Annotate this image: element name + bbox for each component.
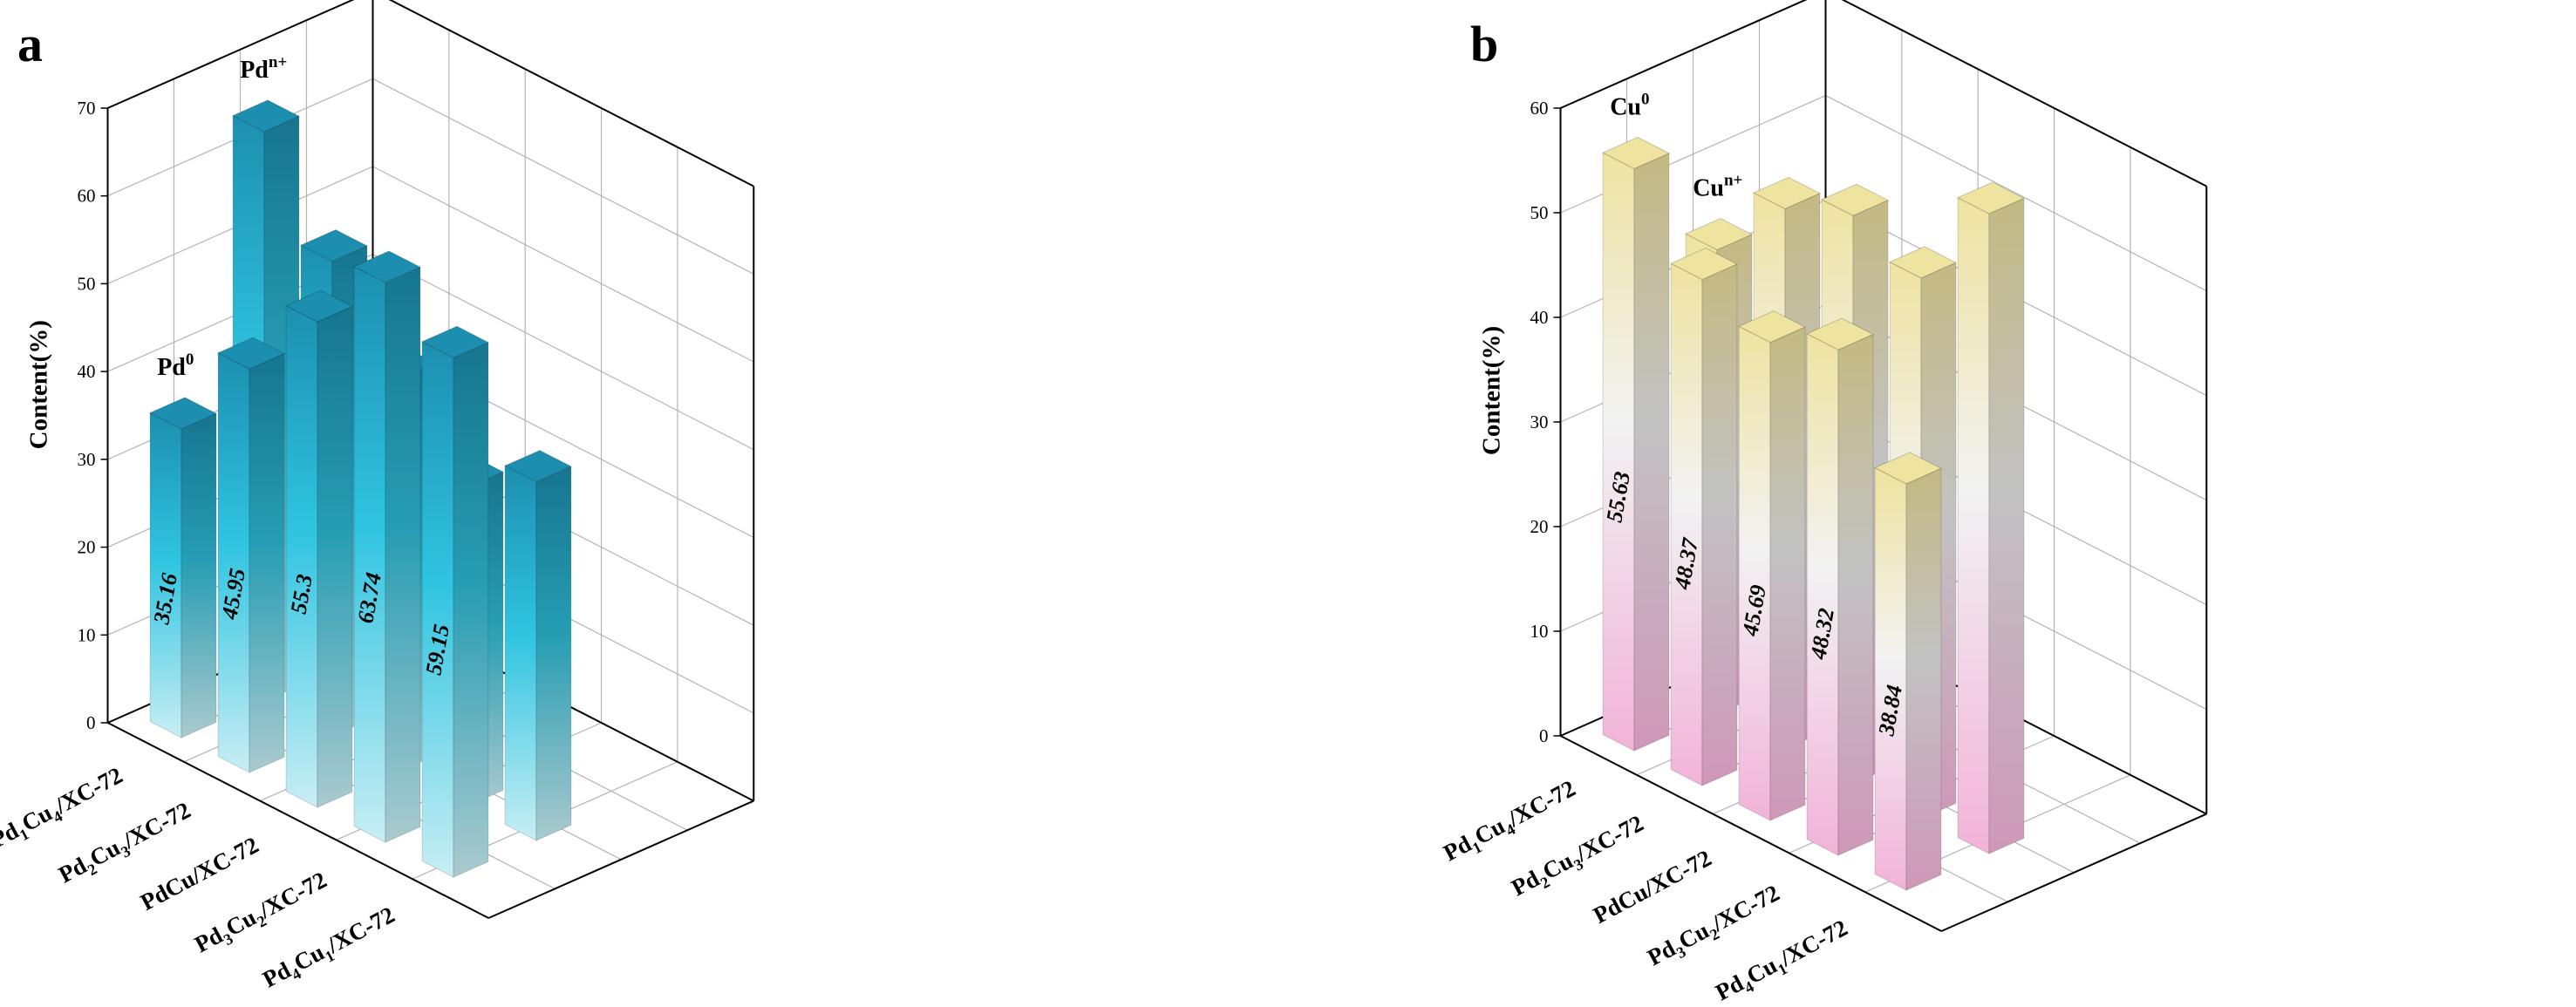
bar-front-face (1806, 332, 1839, 856)
category-label: PdCu/XC-72 (1589, 845, 1715, 929)
y-tick-label: 10 (1530, 621, 1549, 642)
bar-Pd0-0: 35.16 (148, 397, 218, 738)
bar-top-face (1601, 136, 1671, 170)
bar-front-face (421, 341, 454, 878)
bar-side-face (1905, 467, 1942, 891)
bar-Pd0-3: 63.74 (352, 250, 422, 843)
bar-top-face (1737, 310, 1807, 344)
bar-top-face (1873, 452, 1943, 485)
y-tick-label: 60 (1530, 98, 1549, 119)
bar-side-face (1701, 263, 1738, 786)
axis-line (1560, 0, 1808, 109)
bar-Pdn+-4 (503, 450, 573, 841)
bar-top-face (148, 397, 218, 430)
bar-Cu0-3: 48.32 (1805, 317, 1875, 856)
bar-Cu0-4: 38.84 (1873, 452, 1943, 891)
grid-line (107, 166, 754, 363)
bar-Cu0-2: 45.69 (1737, 310, 1807, 821)
bar-front-face (1670, 262, 1703, 786)
bar-front-face (1602, 152, 1635, 752)
y-tick-label: 10 (78, 624, 96, 645)
bar-side-face (453, 341, 489, 878)
y-tick-label: 50 (78, 273, 96, 294)
category-label: PdCu/XC-72 (136, 832, 262, 915)
y-tick-label: 30 (1530, 412, 1549, 432)
panel-letter: b (1470, 16, 1498, 72)
bar-front-face (1738, 325, 1771, 821)
y-axis-title: Content(%) (25, 320, 53, 449)
bar-top-face (420, 325, 490, 358)
bar-Cun+-4 (1956, 181, 2026, 854)
y-axis-title: Content(%) (1478, 326, 1506, 455)
bar-front-face (353, 265, 386, 843)
y-tick-label: 30 (78, 449, 96, 470)
axis-line (107, 722, 489, 919)
grid-line (107, 78, 754, 275)
bar-side-face (317, 305, 353, 808)
bar-top-face (299, 229, 369, 262)
bar-front-face (217, 351, 250, 773)
y-tick-label: 70 (78, 98, 96, 119)
axis-line (388, 0, 754, 187)
bar-side-face (535, 466, 572, 841)
bar-front-face (285, 304, 318, 808)
bar-top-face (1752, 176, 1822, 210)
bar-side-face (385, 266, 421, 843)
axis-line (1940, 813, 2207, 932)
bar-front-face (504, 465, 537, 841)
chart-panel-a: 0 10 20 30 40 50 60 70 Content(%) a 35.16 45.95 55.3… (0, 0, 755, 992)
series-label: Pdn+ (240, 53, 287, 84)
y-tick-label: 50 (1530, 202, 1549, 223)
y-tick-label: 40 (78, 361, 96, 382)
series-label: Pd0 (157, 350, 194, 381)
y-tick-label: 0 (1539, 725, 1549, 746)
y-tick-label: 20 (1530, 516, 1549, 537)
bar-top-face (216, 337, 286, 370)
bar-front-face (1874, 466, 1907, 891)
bar-top-face (1956, 181, 2026, 214)
bar-side-face (1988, 197, 2025, 854)
bar-top-face (231, 99, 301, 133)
series-label: Cun+ (1693, 172, 1742, 202)
axis-line (1841, 0, 2207, 187)
bar-side-face (249, 352, 285, 773)
bar-side-face (1633, 153, 1670, 752)
bar-Pd0-1: 45.95 (216, 337, 286, 773)
y-tick-label: 0 (86, 712, 96, 733)
bar-front-face (1957, 196, 1990, 854)
bar-top-face (1820, 183, 1890, 216)
axis-line (107, 0, 355, 109)
bar-top-face (503, 450, 573, 483)
bar-Pd0-2: 55.3 (284, 289, 354, 808)
bar-Cu0-1: 48.37 (1669, 247, 1739, 786)
bar-top-face (1888, 246, 1958, 279)
bar-Pd0-4: 59.15 (420, 325, 490, 878)
bar-top-face (1669, 247, 1739, 281)
y-tick-label: 20 (78, 537, 96, 558)
bar-top-face (1805, 317, 1875, 350)
grid-line (107, 0, 754, 187)
panel-letter: a (17, 16, 43, 72)
y-tick-label: 40 (1530, 307, 1549, 328)
y-tick-label: 60 (78, 186, 96, 207)
axis-line (1560, 735, 1942, 932)
axis-line (487, 799, 754, 919)
bar-top-face (1684, 217, 1754, 251)
bar-top-face (284, 289, 354, 323)
bar-side-face (181, 412, 217, 738)
series-label: Cu0 (1610, 90, 1649, 120)
bar-top-face (352, 250, 422, 283)
bar-Cu0-0: 55.63 (1601, 136, 1671, 752)
bar-side-face (1837, 333, 1874, 856)
bar-side-face (1769, 326, 1806, 821)
